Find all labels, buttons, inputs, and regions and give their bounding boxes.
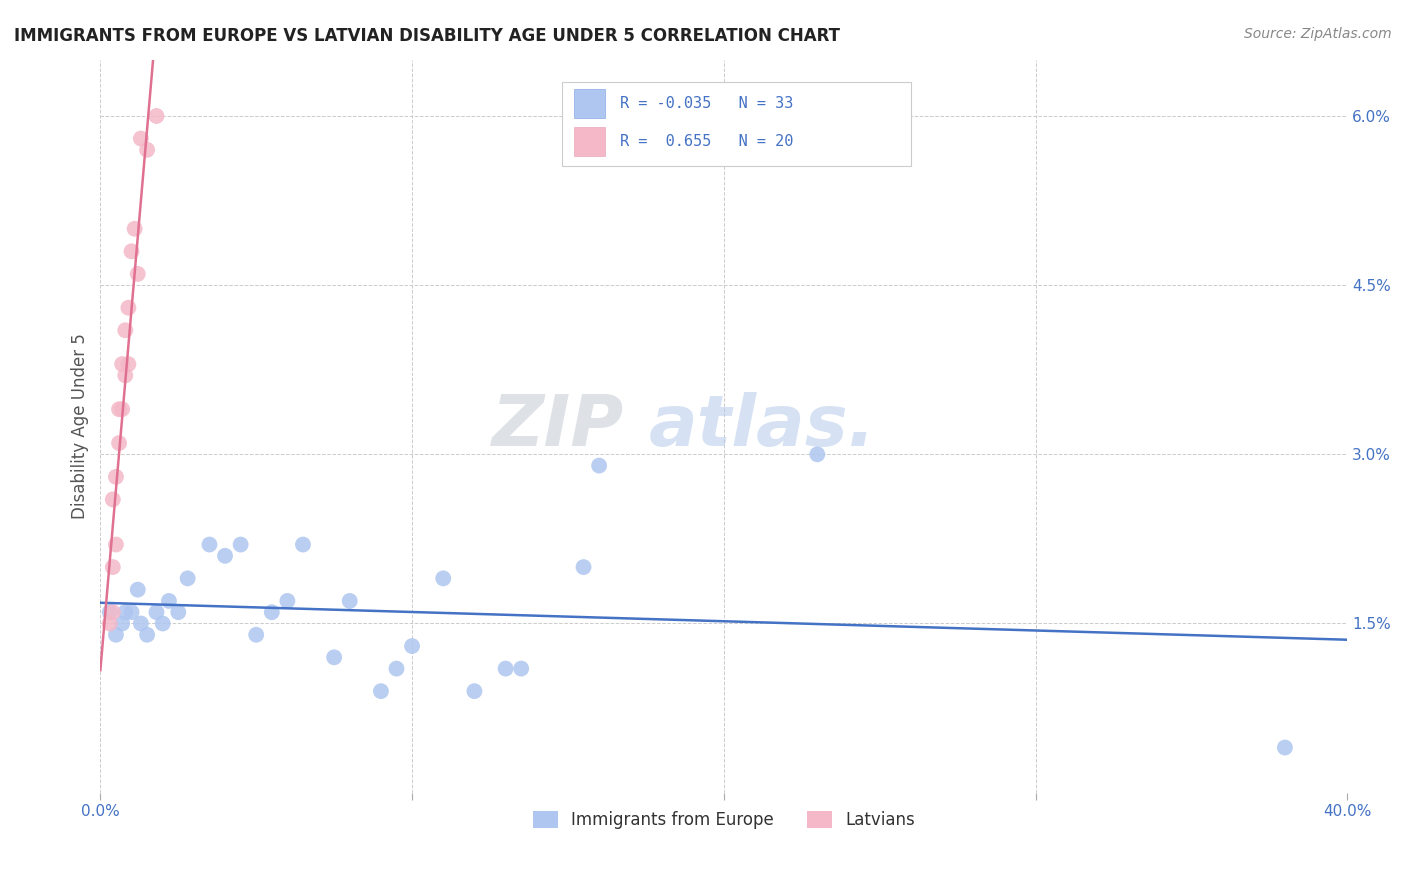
Point xyxy=(291,537,314,551)
Point xyxy=(432,571,454,585)
FancyBboxPatch shape xyxy=(574,89,606,119)
Text: R =  0.655   N = 20: R = 0.655 N = 20 xyxy=(620,134,794,149)
Point xyxy=(572,560,595,574)
Point xyxy=(385,662,408,676)
Text: Source: ZipAtlas.com: Source: ZipAtlas.com xyxy=(1244,27,1392,41)
Point xyxy=(145,605,167,619)
FancyBboxPatch shape xyxy=(562,81,911,166)
Point xyxy=(117,357,139,371)
Point xyxy=(136,628,159,642)
Point xyxy=(108,402,131,417)
Point xyxy=(510,662,533,676)
Point xyxy=(229,537,252,551)
Point xyxy=(157,594,180,608)
Point xyxy=(127,267,149,281)
Point xyxy=(104,470,127,484)
Point xyxy=(401,639,423,653)
Text: ZIP: ZIP xyxy=(492,392,624,460)
Legend: Immigrants from Europe, Latvians: Immigrants from Europe, Latvians xyxy=(526,804,922,836)
Point xyxy=(198,537,221,551)
Point xyxy=(370,684,392,698)
Point xyxy=(260,605,283,619)
Point xyxy=(104,628,127,642)
Point xyxy=(323,650,346,665)
Point xyxy=(145,109,167,123)
Point xyxy=(98,616,121,631)
Text: R = -0.035   N = 33: R = -0.035 N = 33 xyxy=(620,96,794,112)
Point xyxy=(495,662,517,676)
Point xyxy=(111,357,134,371)
Y-axis label: Disability Age Under 5: Disability Age Under 5 xyxy=(72,334,89,519)
Point xyxy=(176,571,198,585)
Point xyxy=(111,402,134,417)
Point xyxy=(98,605,121,619)
Point xyxy=(129,616,152,631)
Point xyxy=(114,323,136,337)
Point xyxy=(111,616,134,631)
Point xyxy=(1274,740,1296,755)
Point xyxy=(101,560,124,574)
Text: IMMIGRANTS FROM EUROPE VS LATVIAN DISABILITY AGE UNDER 5 CORRELATION CHART: IMMIGRANTS FROM EUROPE VS LATVIAN DISABI… xyxy=(14,27,839,45)
Point xyxy=(152,616,174,631)
Point xyxy=(121,605,143,619)
Point xyxy=(101,492,124,507)
Point xyxy=(245,628,267,642)
Text: atlas.: atlas. xyxy=(650,392,876,460)
Point xyxy=(127,582,149,597)
Point xyxy=(806,447,828,461)
Point xyxy=(124,221,146,235)
Point xyxy=(276,594,298,608)
Point xyxy=(104,537,127,551)
Point xyxy=(136,143,159,157)
Point xyxy=(463,684,485,698)
Point xyxy=(101,605,124,619)
Point xyxy=(339,594,361,608)
Point xyxy=(121,244,143,259)
Point xyxy=(167,605,190,619)
Point xyxy=(114,605,136,619)
Point xyxy=(117,301,139,315)
Point xyxy=(108,436,131,450)
Point xyxy=(214,549,236,563)
Point xyxy=(588,458,610,473)
Point xyxy=(129,131,152,145)
Point xyxy=(114,368,136,383)
FancyBboxPatch shape xyxy=(574,127,606,156)
